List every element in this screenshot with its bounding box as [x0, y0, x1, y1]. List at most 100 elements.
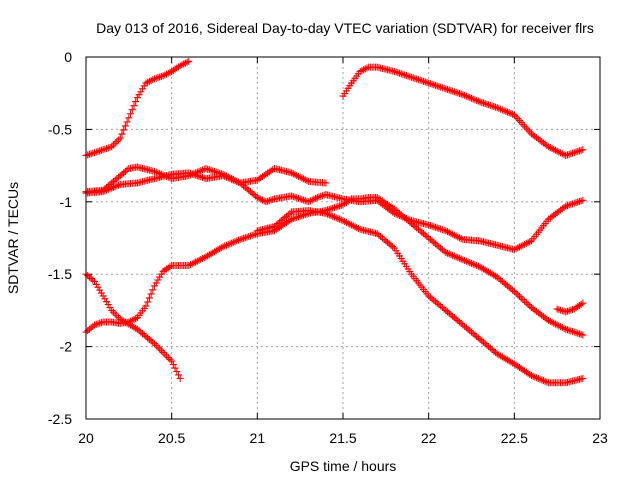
data-point — [296, 173, 304, 181]
data-point — [550, 319, 558, 327]
data-point — [483, 341, 491, 349]
data-point — [397, 70, 405, 78]
data-point — [161, 71, 169, 79]
data-point — [132, 98, 140, 106]
data-point — [156, 73, 164, 81]
data-point — [464, 325, 472, 333]
data-point — [502, 280, 510, 288]
data-point — [313, 193, 321, 201]
data-point — [111, 139, 119, 147]
data-point — [151, 340, 159, 348]
data-point — [428, 237, 436, 245]
data-point — [579, 374, 587, 382]
data-point — [425, 292, 433, 300]
data-point — [450, 252, 458, 260]
data-point — [318, 192, 326, 200]
data-point — [224, 241, 232, 249]
data-point — [432, 81, 440, 89]
data-point — [91, 277, 99, 285]
data-point — [233, 237, 241, 245]
data-point — [461, 256, 469, 264]
data-point — [270, 222, 278, 230]
data-point — [457, 255, 465, 263]
data-point — [301, 176, 309, 184]
data-point — [130, 315, 138, 323]
data-point — [279, 215, 287, 223]
data-point — [490, 347, 498, 355]
data-point — [192, 171, 200, 179]
data-point — [437, 302, 445, 310]
data-point — [543, 378, 551, 386]
data-point — [570, 199, 578, 207]
data-point — [438, 304, 446, 312]
data-point — [111, 176, 119, 184]
data-point — [250, 231, 258, 239]
data-point — [282, 212, 290, 220]
x-axis-label: GPS time / hours — [290, 458, 397, 474]
data-point — [565, 150, 573, 158]
data-point — [466, 327, 474, 335]
data-point — [558, 307, 566, 315]
data-point — [305, 198, 313, 206]
data-point — [217, 244, 225, 252]
data-point — [123, 166, 131, 174]
data-point — [101, 295, 109, 303]
data-point — [430, 81, 438, 89]
data-point — [447, 311, 455, 319]
data-point — [382, 237, 390, 245]
data-point — [512, 245, 520, 253]
data-point — [286, 209, 294, 217]
data-point — [490, 103, 498, 111]
data-point — [164, 69, 172, 77]
data-point — [462, 324, 470, 332]
data-point — [96, 147, 104, 155]
data-point — [145, 77, 153, 85]
data-point — [569, 149, 577, 157]
data-point — [139, 330, 147, 338]
data-point — [478, 337, 486, 345]
data-point — [147, 76, 155, 84]
data-point — [317, 192, 325, 200]
data-point — [224, 174, 232, 182]
data-point — [152, 341, 160, 349]
data-point — [404, 217, 412, 225]
data-point — [294, 172, 302, 180]
data-point — [250, 191, 258, 199]
data-point — [157, 72, 165, 80]
data-point — [497, 105, 505, 113]
data-point — [180, 60, 188, 68]
data-point — [231, 177, 239, 185]
data-point — [551, 320, 559, 328]
data-point — [308, 196, 316, 204]
data-point — [574, 147, 582, 155]
data-point — [154, 74, 162, 82]
data-point — [192, 258, 200, 266]
data-point — [411, 222, 419, 230]
data-point — [522, 299, 530, 307]
data-point — [408, 73, 416, 81]
data-point — [450, 88, 458, 96]
data-point — [456, 318, 464, 326]
data-point — [563, 326, 571, 334]
data-point — [289, 193, 297, 201]
data-point — [228, 175, 236, 183]
data-point — [344, 219, 352, 227]
data-point — [241, 234, 249, 242]
data-point — [430, 238, 438, 246]
data-point — [563, 202, 571, 210]
data-point — [205, 166, 213, 174]
y-tick-label: -0.5 — [48, 121, 72, 137]
data-point — [293, 213, 301, 221]
data-point — [546, 144, 554, 152]
data-point — [183, 58, 191, 66]
data-point — [462, 257, 470, 265]
series-trace-8 — [553, 299, 587, 316]
data-point — [101, 145, 109, 153]
data-point — [245, 233, 253, 241]
data-point — [522, 240, 530, 248]
data-point — [478, 98, 486, 106]
data-point — [89, 149, 97, 157]
data-point — [466, 94, 474, 102]
data-point — [329, 204, 337, 212]
data-point — [392, 68, 400, 76]
